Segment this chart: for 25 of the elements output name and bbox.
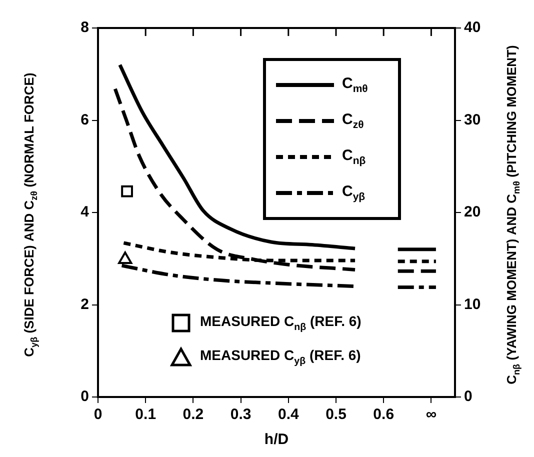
y-tick-label: 8 xyxy=(80,19,89,36)
x-tick-label: ∞ xyxy=(426,406,437,424)
y-tick-label: 4 xyxy=(80,204,90,221)
legend-label: C$_{nβ}$ xyxy=(342,147,366,167)
x-tick-label: 0 xyxy=(94,406,102,424)
y-tick-label: 6 xyxy=(80,111,89,128)
y-tick-label: 0 xyxy=(80,388,89,406)
legend-label: C$_{yβ}$ xyxy=(342,183,366,203)
y2-tick-label: 0 xyxy=(464,388,472,406)
y-tick-label: 2 xyxy=(80,296,89,313)
y2-tick-label: 30 xyxy=(464,111,481,128)
x-tick-label: 0.2 xyxy=(182,406,204,424)
legend-label: C$_{zθ}$ xyxy=(342,111,364,131)
x-tick-label: 0.1 xyxy=(135,406,156,424)
y2-tick-label: 40 xyxy=(464,19,481,36)
annotation: MEASURED C$_{yβ}$ (REF. 6) xyxy=(200,347,361,367)
annotation: MEASURED C$_{nβ}$ (REF. 6) xyxy=(200,313,362,333)
x-tick-label: 0.5 xyxy=(326,406,346,424)
x-tick-label: 0.3 xyxy=(230,406,252,424)
x-axis-title: h/D xyxy=(264,431,289,448)
y2-tick-label: 20 xyxy=(464,204,481,221)
legend-label: C$_{mθ}$ xyxy=(342,75,368,95)
y2-tick-label: 10 xyxy=(464,296,481,313)
x-tick-label: 0.6 xyxy=(373,406,394,424)
x-tick-label: 0.4 xyxy=(278,406,300,424)
